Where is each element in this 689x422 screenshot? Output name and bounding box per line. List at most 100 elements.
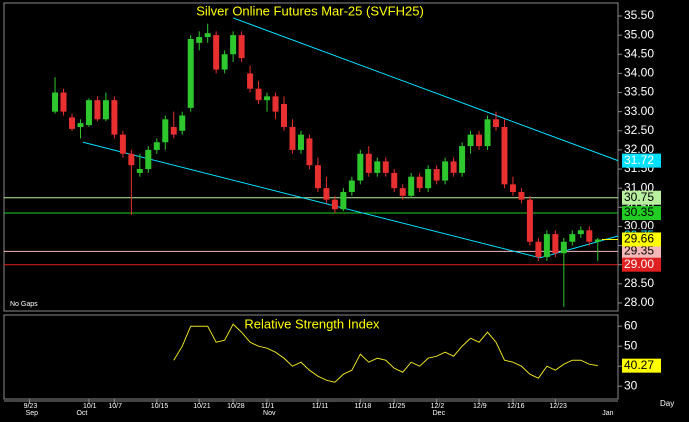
x-tick-label: 11/1 xyxy=(261,403,274,410)
y-tick-label: 50 xyxy=(624,338,638,352)
candle-body xyxy=(272,96,279,112)
y-tick-label: 34.50 xyxy=(624,46,654,60)
candle-body xyxy=(102,100,109,120)
candle-body xyxy=(442,161,449,181)
candle-body xyxy=(111,100,118,135)
level-label: 30.75 xyxy=(624,190,654,204)
candle-body xyxy=(204,33,211,38)
x-tick-label: 12/2 xyxy=(431,403,445,410)
y-tick-label: 32.00 xyxy=(624,142,654,156)
candle-body xyxy=(145,149,152,170)
candle-body xyxy=(348,180,355,193)
candle-body xyxy=(331,199,338,210)
candle-body xyxy=(416,176,423,189)
month-label: Dec xyxy=(433,410,446,417)
x-tick-label: 12/16 xyxy=(507,403,525,410)
candle-body xyxy=(196,37,203,43)
y-tick-label: 35.00 xyxy=(624,27,654,41)
candle-body xyxy=(323,188,330,200)
candle-body xyxy=(247,73,254,89)
level-label-box xyxy=(622,190,661,205)
plot-layer: 28.0028.5029.0029.5030.0030.5031.0031.50… xyxy=(4,8,661,417)
note: No Gaps xyxy=(10,301,38,308)
candle-body xyxy=(594,239,601,242)
candle-body xyxy=(238,35,245,59)
candle-body xyxy=(518,192,525,200)
candle-body xyxy=(526,199,533,242)
candle-body xyxy=(450,161,457,173)
candle-body xyxy=(162,119,169,143)
level-label-box xyxy=(622,206,661,221)
candle-body xyxy=(382,161,389,173)
last-value-box xyxy=(622,358,661,373)
x-unit: Day xyxy=(660,399,674,408)
x-tick-label: 10/28 xyxy=(227,403,245,410)
level-label: 31.72 xyxy=(624,153,654,167)
y-tick-label: 60 xyxy=(624,318,638,332)
candle-body xyxy=(560,241,567,254)
rsi-title: Relative Strength Index xyxy=(244,316,380,331)
candle-body xyxy=(187,38,194,108)
candle-body xyxy=(153,142,160,150)
level-label-box xyxy=(622,153,661,168)
x-tick-label: 10/15 xyxy=(151,403,169,410)
month-label: Oct xyxy=(76,410,87,417)
candle-body xyxy=(119,134,126,154)
candle-body xyxy=(425,169,432,189)
candle-body xyxy=(391,172,398,189)
candle-body xyxy=(484,119,491,147)
candle-body xyxy=(586,230,593,242)
chart-title: Silver Online Futures Mar-25 (SVFH25) xyxy=(196,3,424,18)
level-label: 29.35 xyxy=(624,243,654,257)
x-tick-label: 11/11 xyxy=(312,403,329,410)
x-tick-label: 12/9 xyxy=(473,403,487,410)
candle-body xyxy=(281,104,287,127)
candle-body xyxy=(179,115,186,131)
x-tick-label: 10/21 xyxy=(193,403,211,410)
candle-body xyxy=(467,134,474,147)
candle-body xyxy=(501,126,508,185)
candle-body xyxy=(297,134,304,150)
candle-body xyxy=(314,165,321,189)
level-label-box xyxy=(622,244,661,259)
candle-body xyxy=(85,100,92,126)
candle-body xyxy=(94,100,101,120)
candle-body xyxy=(128,153,135,166)
month-label: Sep xyxy=(26,410,39,417)
x-tick-label: 10/1 xyxy=(83,403,97,410)
month-label: Nov xyxy=(263,410,276,417)
trendline xyxy=(232,17,619,162)
y-tick-label: 34.00 xyxy=(624,66,654,80)
level-label-box xyxy=(622,232,661,247)
trendline xyxy=(82,141,541,259)
x-tick-label: 10/7 xyxy=(108,403,122,410)
candle-body xyxy=(433,169,440,181)
candle-body xyxy=(365,153,372,173)
candle-body xyxy=(69,117,75,129)
candle-body xyxy=(213,35,220,70)
last-value-label: 40.27 xyxy=(624,358,654,372)
candle-body xyxy=(136,169,143,173)
x-tick-label: 12/23 xyxy=(549,403,567,410)
candle-body xyxy=(552,234,559,254)
candle-body xyxy=(255,88,262,101)
candle-body xyxy=(408,176,415,196)
y-tick-label: 33.50 xyxy=(624,85,654,99)
level-label-box xyxy=(622,257,661,272)
y-tick-label: 28.50 xyxy=(624,276,654,290)
candle-body xyxy=(60,92,67,112)
level-label: 29.66 xyxy=(624,232,654,246)
candle-body xyxy=(221,54,228,70)
candle-body xyxy=(459,146,466,173)
price-panel xyxy=(3,2,619,312)
rsi-line xyxy=(173,323,598,383)
candle-body xyxy=(509,184,516,193)
candle-body xyxy=(264,96,271,101)
candle-body xyxy=(306,138,313,166)
candle-body xyxy=(476,134,483,147)
candle-body xyxy=(374,161,381,173)
candle-body xyxy=(340,192,347,210)
y-tick-label: 28.00 xyxy=(624,295,654,309)
candle-body xyxy=(535,241,542,258)
